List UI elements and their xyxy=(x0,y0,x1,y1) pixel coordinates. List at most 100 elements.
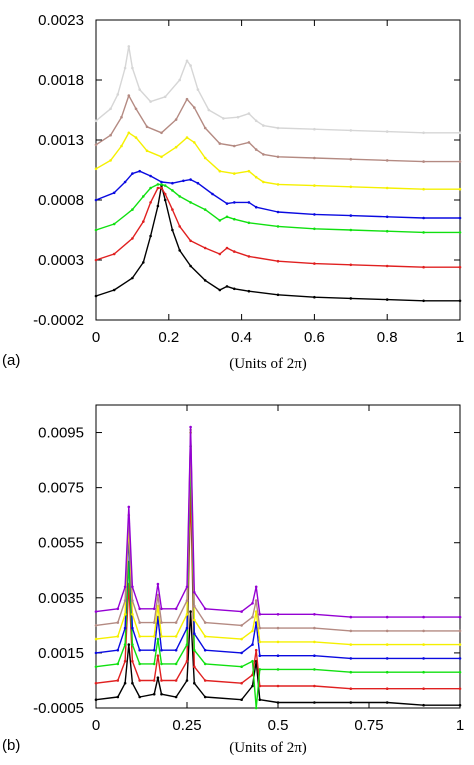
data-point xyxy=(138,695,141,699)
data-point xyxy=(131,681,134,685)
series-line-6 xyxy=(95,94,460,163)
data-point xyxy=(458,629,462,633)
data-point xyxy=(94,294,98,298)
data-point xyxy=(131,599,134,602)
data-point xyxy=(160,183,163,186)
data-point xyxy=(193,141,196,144)
data-point xyxy=(185,136,189,139)
data-point xyxy=(222,117,225,120)
data-point xyxy=(422,131,425,135)
y-tick-label: 0.0055 xyxy=(38,535,84,552)
data-point xyxy=(182,179,185,183)
data-point xyxy=(422,670,425,674)
data-point xyxy=(247,169,251,173)
data-point xyxy=(123,659,127,663)
data-point xyxy=(385,670,389,674)
data-point xyxy=(240,610,243,613)
data-point xyxy=(149,234,152,238)
data-point xyxy=(247,255,251,258)
data-point xyxy=(254,205,258,209)
data-point xyxy=(123,180,127,184)
data-point xyxy=(240,665,243,668)
y-tick-label: 0.0003 xyxy=(38,252,84,269)
data-point xyxy=(422,160,425,163)
data-point xyxy=(225,246,229,250)
data-point xyxy=(203,648,207,652)
data-point xyxy=(458,187,462,191)
y-tick-label: 0.0008 xyxy=(38,192,84,209)
data-point xyxy=(207,108,211,112)
data-point xyxy=(94,651,98,655)
x-tick-label: 1 xyxy=(456,717,464,734)
data-point xyxy=(313,262,316,265)
series-line-7 xyxy=(95,45,460,134)
data-point xyxy=(276,701,280,704)
y-tick-label: 0.0018 xyxy=(38,72,84,89)
data-point xyxy=(313,156,316,160)
data-point xyxy=(458,216,462,220)
data-point xyxy=(134,107,138,111)
data-point xyxy=(254,585,258,589)
data-point xyxy=(94,258,98,262)
data-point xyxy=(116,648,120,652)
plot-frame xyxy=(95,19,461,321)
data-point xyxy=(251,684,254,688)
x-tick-label: 0.2 xyxy=(158,329,179,346)
data-point xyxy=(233,172,236,175)
data-point xyxy=(385,229,389,233)
data-point xyxy=(193,648,196,652)
data-point xyxy=(218,169,222,173)
data-point xyxy=(131,208,134,211)
data-point xyxy=(131,172,134,175)
data-point xyxy=(349,129,353,132)
data-point xyxy=(276,668,280,671)
data-point xyxy=(458,687,462,690)
data-point xyxy=(149,100,152,103)
data-point xyxy=(160,679,163,682)
data-point xyxy=(156,186,160,190)
data-point xyxy=(131,626,134,630)
data-point xyxy=(156,637,160,641)
data-point xyxy=(152,679,156,682)
data-point xyxy=(149,201,152,204)
data-point xyxy=(160,692,163,696)
data-point xyxy=(109,159,112,162)
data-point xyxy=(240,681,243,685)
data-point xyxy=(247,112,251,115)
data-point xyxy=(203,208,207,211)
data-point xyxy=(258,654,262,657)
data-point xyxy=(131,66,134,70)
data-point xyxy=(163,184,167,187)
y-tick-label: 0.0075 xyxy=(38,480,84,497)
data-point xyxy=(185,626,189,630)
data-point xyxy=(203,607,207,611)
data-point xyxy=(349,701,353,704)
x-tick-label: 0.6 xyxy=(304,329,325,346)
y-tick-label: 0.0013 xyxy=(38,132,84,149)
series-line-5 xyxy=(95,132,460,190)
data-point xyxy=(254,119,258,123)
data-point xyxy=(203,662,207,666)
data-point xyxy=(458,131,462,135)
data-point xyxy=(385,687,389,690)
data-point xyxy=(276,684,280,688)
data-point xyxy=(218,219,222,222)
data-point xyxy=(109,133,112,137)
data-point xyxy=(189,64,192,67)
data-point xyxy=(178,78,181,82)
data-point xyxy=(385,186,389,190)
data-point xyxy=(276,225,280,228)
series-line-7 xyxy=(95,426,460,618)
data-point xyxy=(112,191,116,195)
data-point xyxy=(196,88,200,91)
series-line-1 xyxy=(95,184,460,302)
data-point xyxy=(185,585,189,589)
panel-label: (b) xyxy=(2,737,20,754)
data-point xyxy=(233,217,236,221)
data-point xyxy=(138,607,141,611)
data-point xyxy=(458,231,462,234)
data-point xyxy=(313,613,316,616)
data-point xyxy=(203,126,207,130)
data-point xyxy=(138,679,141,682)
